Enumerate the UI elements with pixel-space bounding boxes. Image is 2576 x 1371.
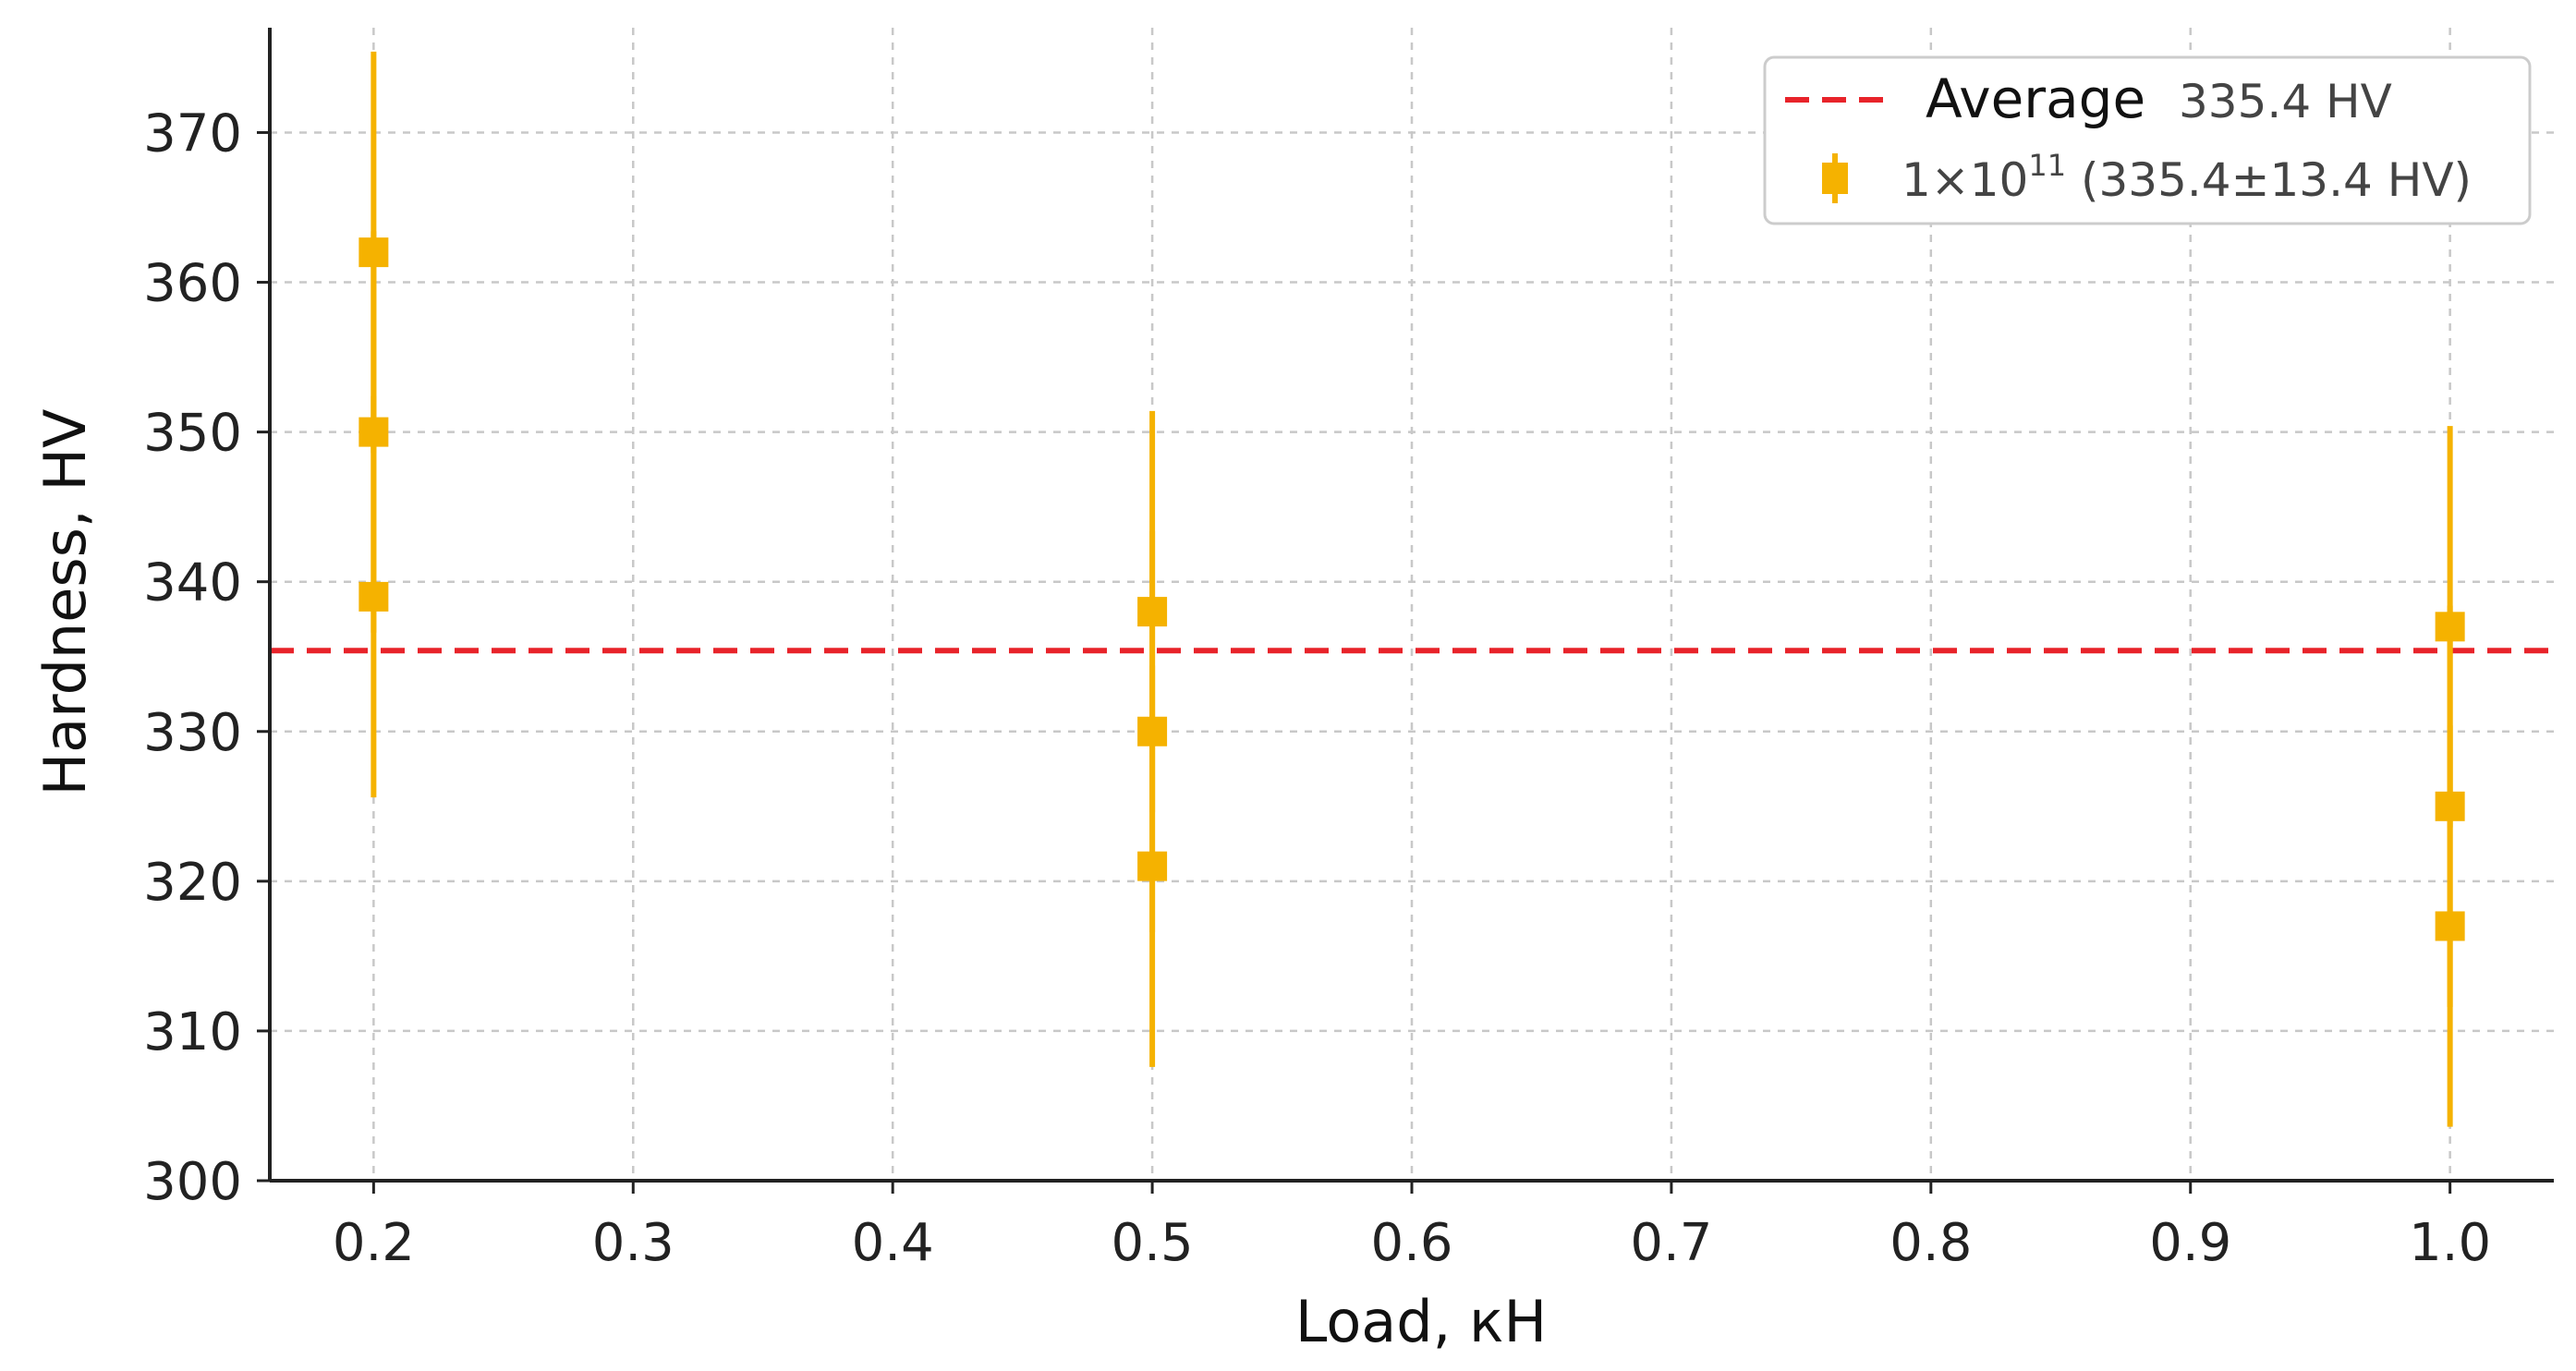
y-tick-label-4: 340: [143, 553, 242, 613]
data-point-0-3: [1137, 597, 1168, 627]
x-tick-label-0: 0.2: [333, 1213, 415, 1273]
tick-labels: 0.2 0.3 0.4 0.5 0.6 0.7 0.8 0.9 1.0 300 310 320 330 3…: [143, 103, 2491, 1273]
x-tick-label-1: 0.3: [592, 1213, 674, 1273]
data-series-layer: [358, 51, 2465, 1127]
x-tick-label-2: 0.4: [852, 1213, 934, 1273]
data-point-0-4: [1137, 716, 1168, 746]
data-point-0-0: [358, 237, 389, 268]
x-tick-label-3: 0.5: [1112, 1213, 1194, 1273]
y-tick-label-2: 320: [143, 853, 242, 913]
x-tick-label-6: 0.8: [1889, 1213, 1972, 1273]
legend-series-name: 1×10: [1902, 153, 2028, 207]
legend: Average 335.4 HV 1×1011 (335.4±13.4 HV): [1763, 55, 2532, 225]
x-axis-label: Load, кН: [1295, 1288, 1547, 1355]
data-point-0-6: [2435, 612, 2465, 642]
legend-average-label: Average: [1926, 67, 2145, 130]
x-tick-label-7: 0.9: [2149, 1213, 2231, 1273]
data-point-0-5: [1137, 851, 1168, 881]
legend-series-exponent: 11: [2028, 148, 2066, 183]
data-point-0-2: [358, 581, 389, 612]
x-tick-label-5: 0.7: [1630, 1213, 1712, 1273]
x-tick-label-4: 0.6: [1370, 1213, 1452, 1273]
axes: [257, 28, 2554, 1194]
legend-average-value: 335.4 HV: [2179, 75, 2392, 128]
legend-box: [1763, 55, 2532, 225]
y-tick-label-1: 310: [143, 1002, 242, 1062]
y-tick-label-6: 360: [143, 254, 242, 314]
y-tick-label-3: 330: [143, 703, 242, 763]
y-tick-label-5: 350: [143, 404, 242, 464]
legend-series-suffix: (335.4±13.4 HV): [2066, 153, 2472, 207]
x-tick-label-8: 1.0: [2409, 1213, 2491, 1273]
data-point-0-7: [2435, 791, 2465, 821]
y-tick-label-0: 300: [143, 1152, 242, 1212]
data-point-0-1: [358, 417, 389, 447]
legend-series-label: 1×1011 (335.4±13.4 HV): [1902, 148, 2472, 207]
y-axis-label: Hardness, HV: [31, 409, 99, 796]
y-tick-label-7: 370: [143, 103, 242, 164]
data-point-0-8: [2435, 911, 2465, 941]
legend-series-marker-swatch: [1822, 163, 1848, 194]
